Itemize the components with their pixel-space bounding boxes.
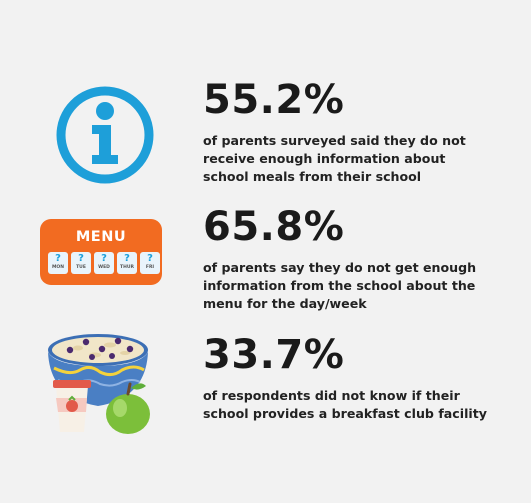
stat-description: of respondents did not know if their sch… [203, 387, 523, 423]
menu-day-label: THUR [120, 265, 134, 270]
menu-card-icon: MENU ? MON ? TUE ? WED ? [40, 219, 162, 285]
stat-percentage: 65.8% [203, 204, 345, 250]
question-mark-icon: ? [55, 253, 61, 264]
breakfast-food-icon [40, 328, 170, 444]
stat-description-line: of parents say they do not get enough [203, 260, 477, 275]
question-mark-icon: ? [124, 253, 130, 264]
menu-day-label: WED [98, 265, 110, 270]
menu-day-label: TUE [76, 265, 86, 270]
stat-description-line: school meals from their school [203, 169, 422, 184]
stat-description-line: menu for the day/week [203, 296, 367, 311]
question-mark-icon: ? [147, 253, 153, 264]
stat-description-line: of parents surveyed said they do not [203, 133, 466, 148]
menu-card-title: MENU [75, 229, 127, 245]
menu-day-tile: ? TUE [71, 252, 91, 274]
stat-description-line: school provides a breakfast club facilit… [203, 406, 487, 421]
stat-description-line: receive enough information about [203, 151, 446, 166]
stat-text-column: 33.7% of respondents did not know if the… [203, 333, 523, 423]
stat-text-column: 65.8% of parents say they do not get eno… [203, 205, 523, 313]
question-mark-icon: ? [101, 253, 107, 264]
stat-description-line: of respondents did not know if their [203, 388, 460, 403]
stat-percentage: 55.2% [203, 77, 345, 123]
menu-day-tile: ? MON [48, 252, 68, 274]
stat-percentage: 33.7% [203, 332, 345, 378]
menu-day-label: FRI [145, 265, 155, 270]
info-icon [55, 85, 155, 189]
stat-description-line: information from the school about the [203, 278, 476, 293]
menu-day-tile: ? THUR [117, 252, 137, 274]
menu-day-row: ? MON ? TUE ? WED ? THUR [48, 252, 160, 274]
stat-text-column: 55.2% of parents surveyed said they do n… [203, 78, 523, 186]
stat-description: of parents say they do not get enough in… [203, 259, 523, 313]
menu-day-tile: ? FRI [140, 252, 160, 274]
menu-card: MENU ? MON ? TUE ? WED ? [40, 219, 162, 285]
menu-day-label: MON [51, 265, 65, 270]
question-mark-icon: ? [78, 253, 84, 264]
menu-day-tile: ? WED [94, 252, 114, 274]
stat-description: of parents surveyed said they do not rec… [203, 132, 523, 186]
